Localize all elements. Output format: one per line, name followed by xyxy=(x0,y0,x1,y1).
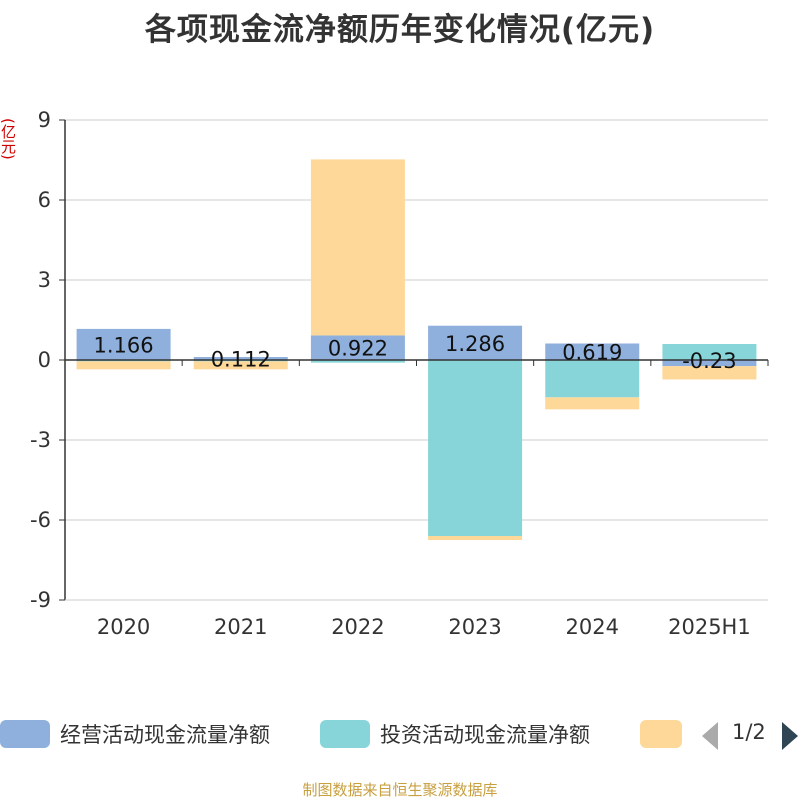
y-tick-label: -3 xyxy=(30,428,51,452)
data-label: 0.619 xyxy=(562,341,622,365)
bar-2024-series-2 xyxy=(545,360,640,398)
bar-2020-series-3 xyxy=(76,361,171,370)
bar-2022-series-3 xyxy=(310,159,405,336)
x-tick-label: 2020 xyxy=(97,615,150,639)
bar-2020-series-1 xyxy=(76,328,171,360)
legend-item-investing[interactable]: 投资活动现金流量净额 xyxy=(320,716,590,752)
legend: 经营活动现金流量净额 投资活动现金流量净额 1/2 xyxy=(0,716,800,756)
x-tick-label: 2021 xyxy=(214,615,267,639)
y-tick-label: 9 xyxy=(38,108,51,132)
bar-2023-series-3 xyxy=(428,536,523,540)
legend-swatch-operating xyxy=(0,720,50,748)
bar-2022-series-1 xyxy=(310,335,405,360)
y-tick-label: -6 xyxy=(30,508,51,532)
data-source-note: 制图数据来自恒生聚源数据库 xyxy=(302,781,498,799)
legend-label-investing: 投资活动现金流量净额 xyxy=(380,723,590,747)
bar-2021-series-1 xyxy=(193,357,288,360)
bar-2025H1-series-2 xyxy=(662,344,757,360)
bar-2024-series-1 xyxy=(545,343,640,360)
data-label: 0.922 xyxy=(328,337,388,361)
legend-swatch-financing xyxy=(640,720,682,748)
bar-2023-series-1 xyxy=(428,325,523,360)
bar-2024-series-3 xyxy=(545,397,640,410)
data-label: 1.286 xyxy=(445,332,505,356)
bar-2025H1-series-1 xyxy=(662,360,757,367)
y-tick-label: -9 xyxy=(30,588,51,612)
y-tick-label: 6 xyxy=(38,188,51,212)
bar-2021-series-3 xyxy=(193,361,288,370)
chart-title: 各项现金流净额历年变化情况(亿元) xyxy=(144,12,656,48)
x-tick-label: 2025H1 xyxy=(668,615,751,639)
bar-2025H1-series-3 xyxy=(662,366,757,380)
chart-plot: 9 6 3 0 -3 -6 -9 2020 2021 2022 2023 2024 2025H1 1.16… xyxy=(30,108,769,639)
legend-item-operating[interactable]: 经营活动现金流量净额 xyxy=(0,716,270,752)
legend-item-financing[interactable] xyxy=(640,716,692,752)
x-tick-label: 2023 xyxy=(448,615,501,639)
y-tick-label: 3 xyxy=(38,268,51,292)
y-axis-unit-label: (亿元) xyxy=(0,118,17,160)
data-label: 1.166 xyxy=(94,333,154,357)
y-tick-label: 0 xyxy=(38,348,51,372)
legend-label-operating: 经营活动现金流量净额 xyxy=(60,723,270,747)
x-tick-label: 2022 xyxy=(331,615,384,639)
bar-2022-series-2 xyxy=(310,360,405,363)
x-tick-label: 2024 xyxy=(566,615,619,639)
legend-swatch-investing xyxy=(320,720,370,748)
legend-next-page-button[interactable] xyxy=(782,722,798,750)
data-label: -0.23 xyxy=(682,349,736,373)
bar-2023-series-2 xyxy=(428,360,523,536)
legend-prev-page-button[interactable] xyxy=(702,722,718,750)
legend-page-indicator: 1/2 xyxy=(732,720,766,744)
data-label: 0.112 xyxy=(211,348,271,372)
